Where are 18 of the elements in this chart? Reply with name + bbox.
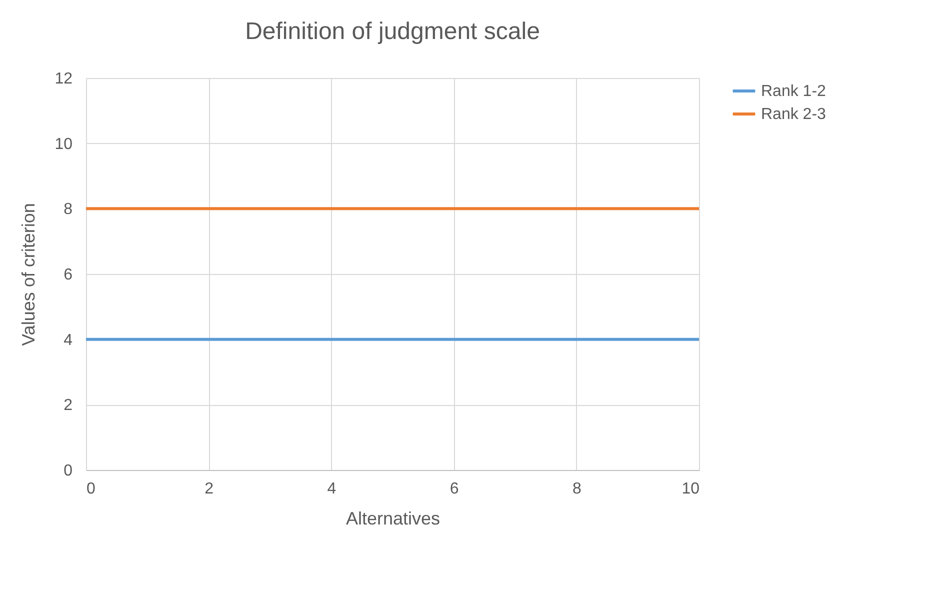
x-tick-label: 6: [450, 480, 459, 498]
y-tick-label: 2: [64, 397, 73, 414]
y-axis-title: Values of criterion: [18, 203, 39, 346]
y-tick-label: 0: [64, 462, 73, 480]
x-tick-label: 0: [86, 480, 96, 498]
y-tick-label: 8: [64, 201, 73, 218]
legend-label: Rank 1-2: [761, 83, 826, 100]
legend-label: Rank 2-3: [761, 106, 826, 123]
y-tick-label: 12: [54, 70, 73, 88]
y-tick-label: 6: [64, 266, 73, 284]
x-tick-label: 2: [204, 480, 214, 498]
x-tick-label: 4: [327, 480, 336, 498]
x-tick-label: 8: [572, 480, 582, 498]
x-tick-label: 10: [682, 480, 700, 498]
y-tick-label: 4: [64, 332, 73, 349]
chart-title: Definition of judgment scale: [245, 18, 540, 45]
y-tick-label: 10: [54, 136, 73, 153]
x-axis-title: Alternatives: [346, 508, 440, 528]
